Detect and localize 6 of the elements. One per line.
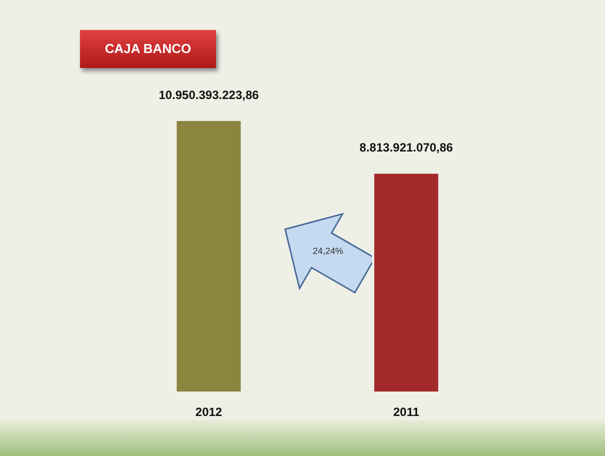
chart-title: CAJA BANCO [80, 30, 216, 68]
annotation: 24,24% [312, 246, 344, 256]
data-label: 8.813.921.070,86 [360, 140, 454, 155]
data-label: 10.950.393.223,86 [158, 88, 260, 102]
x-tick-label: 2011 [393, 405, 420, 420]
x-tick-label: 2012 [195, 405, 222, 420]
